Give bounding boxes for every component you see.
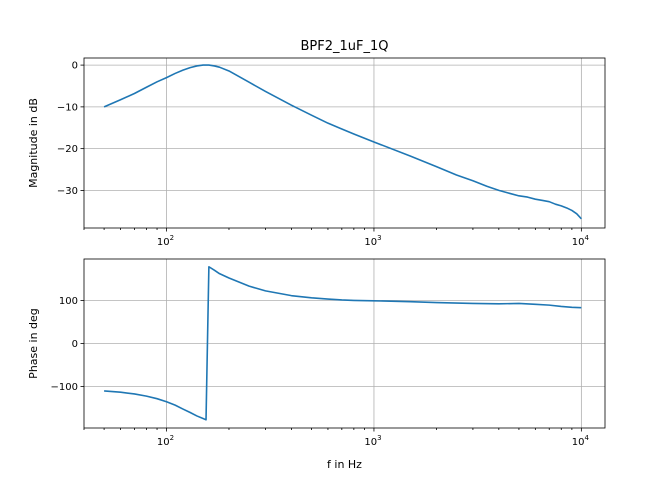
magnitude-chart-title: BPF2_1uF_1Q <box>301 39 389 54</box>
tick-label-base: 10 <box>364 437 377 448</box>
phase-series-line <box>104 265 582 421</box>
phase-axes-frame <box>83 258 606 429</box>
tick-label-exponent: 4 <box>584 434 589 442</box>
phase-x-axis-label: f in Hz <box>327 458 362 471</box>
magnitude-series-line <box>103 64 582 220</box>
phase-y-tick-label: 100 <box>59 296 78 307</box>
tick-label-base: 10 <box>572 437 585 448</box>
tick-label-exponent: 2 <box>170 434 174 442</box>
phase-x-tick-label: 102 <box>157 434 174 448</box>
phase-y-axis-label: Phase in deg <box>27 308 40 379</box>
magnitude-y-tick-label: −20 <box>57 144 78 155</box>
tick-label-exponent: 4 <box>584 234 589 242</box>
magnitude-axes-frame <box>83 57 606 229</box>
tick-label-base: 10 <box>572 237 585 248</box>
magnitude-y-axis-label: Magnitude in dB <box>27 98 40 188</box>
phase-x-tick-label: 104 <box>572 434 590 448</box>
magnitude-x-tick-label: 102 <box>157 234 174 248</box>
tick-label-exponent: 3 <box>377 234 381 242</box>
magnitude-y-tick-label: −10 <box>57 102 78 113</box>
magnitude-y-tick-label: 0 <box>72 61 78 72</box>
magnitude-y-tick-label: −30 <box>57 186 78 197</box>
magnitude-x-tick-label: 104 <box>572 234 590 248</box>
tick-label-exponent: 2 <box>170 234 174 242</box>
tick-label-exponent: 3 <box>377 434 381 442</box>
phase-y-tick-label: −100 <box>51 382 78 393</box>
tick-label-base: 10 <box>157 237 170 248</box>
magnitude-x-tick-label: 103 <box>364 234 381 248</box>
tick-label-base: 10 <box>364 237 377 248</box>
tick-label-base: 10 <box>157 437 170 448</box>
phase-x-tick-label: 103 <box>364 434 381 448</box>
phase-y-tick-label: 0 <box>72 339 78 350</box>
